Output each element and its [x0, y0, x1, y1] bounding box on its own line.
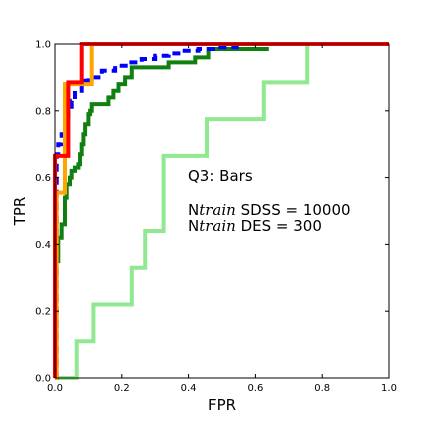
y-tick-label: 0.4 — [35, 240, 51, 251]
x-tick-label: 1.0 — [381, 383, 397, 394]
roc-curve-series-2 — [54, 45, 239, 380]
annotation-line-des: Ntrain DES = 300 — [188, 217, 322, 235]
x-axis-label: FPR — [208, 396, 236, 414]
y-tick-label: 1.0 — [35, 40, 51, 51]
y-axis-label: TPR — [11, 197, 29, 227]
annotation-subscript: train — [199, 217, 236, 235]
roc-curve-series-0 — [55, 42, 389, 380]
annotation-n: N — [188, 201, 199, 219]
x-tick-label: 0.4 — [181, 383, 197, 394]
ticks-layer: 0.0 0.2 0.4 0.6 0.8 1.0 0.0 0.2 0.4 0.6 0.8 1.0 — [35, 40, 397, 395]
annotation-n: N — [188, 217, 199, 235]
y-tick-label: 0.2 — [35, 307, 51, 318]
annotation-subscript: train — [199, 201, 236, 219]
plot-frame — [54, 43, 390, 379]
annotation-title: Q3: Bars — [188, 167, 253, 185]
annotation-sdss-value: SDSS = 10000 — [236, 201, 351, 219]
x-tick-label: 0.8 — [314, 383, 330, 394]
x-tick-label: 0.6 — [247, 383, 263, 394]
y-tick-label: 0.6 — [35, 173, 51, 184]
x-tick-label: 0.2 — [114, 383, 130, 394]
annotation-line-sdss: Ntrain SDSS = 10000 — [188, 201, 351, 219]
x-tick-label: 0.0 — [47, 383, 63, 394]
y-tick-label: 0.0 — [35, 374, 51, 385]
y-tick-label: 0.8 — [35, 106, 51, 117]
annotation-des-value: DES = 300 — [236, 217, 322, 235]
